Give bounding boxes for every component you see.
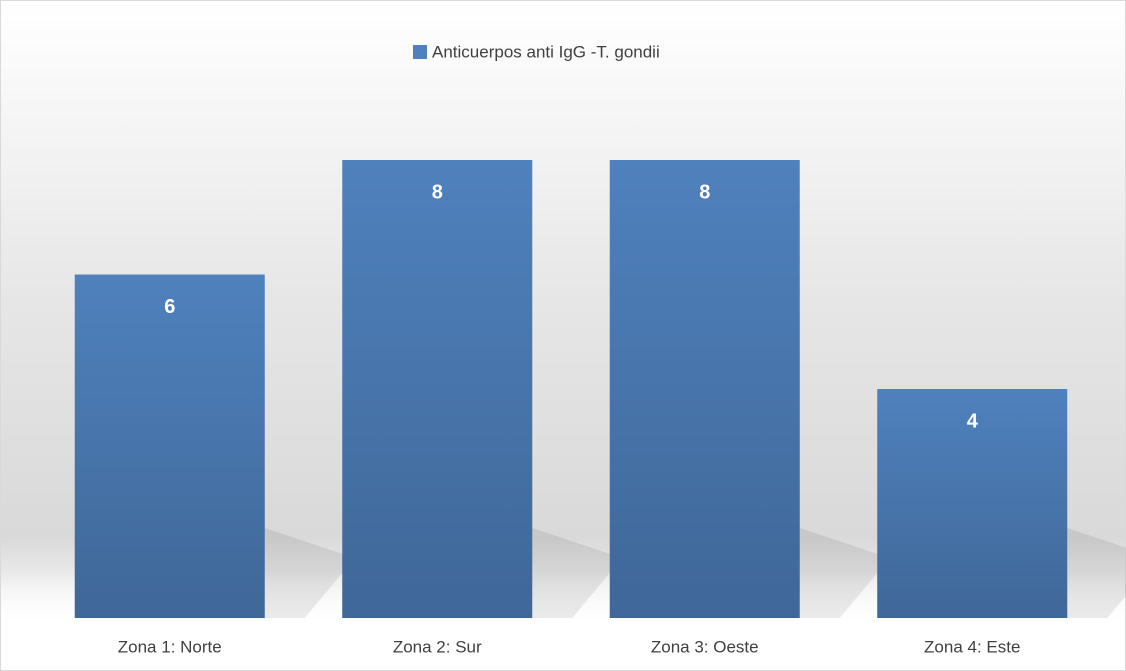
- x-tick-label: Zona 4: Este: [924, 637, 1020, 656]
- x-tick-label: Zona 1: Norte: [118, 637, 222, 656]
- bar-shade: [74, 274, 265, 618]
- x-tick-label: Zona 3: Oeste: [651, 637, 759, 656]
- bar-shadow: [799, 528, 890, 618]
- x-tick-label: Zona 2: Sur: [393, 637, 482, 656]
- data-label: 8: [432, 181, 443, 203]
- legend-label: Anticuerpos anti IgG -T. gondii: [432, 42, 660, 61]
- data-label: 6: [164, 296, 175, 318]
- bar-shade: [877, 389, 1068, 618]
- data-label: 8: [699, 181, 710, 203]
- bar-shadow: [264, 528, 355, 618]
- bar-shade: [609, 160, 800, 618]
- data-label: 4: [967, 410, 979, 432]
- bar-shade: [342, 160, 533, 618]
- bar-shadow: [532, 528, 623, 618]
- legend-swatch: [413, 45, 427, 59]
- bar-shadow: [1067, 528, 1126, 618]
